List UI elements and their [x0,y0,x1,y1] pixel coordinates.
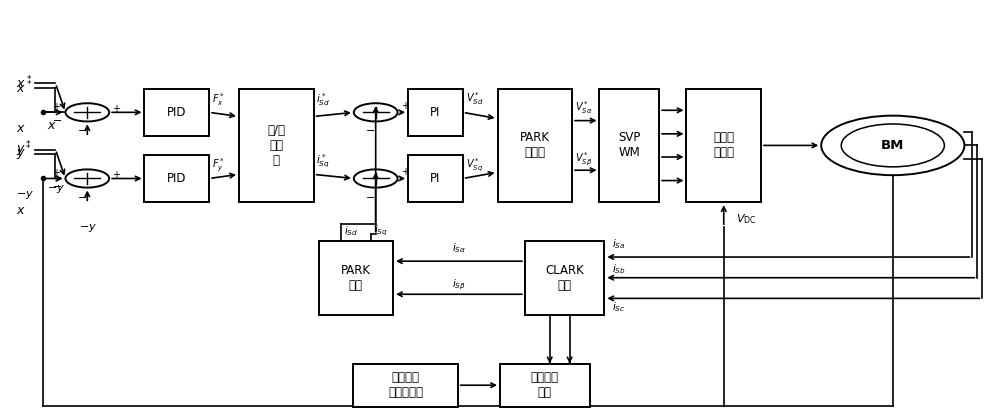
Text: $i_{S\beta}$: $i_{S\beta}$ [452,278,466,292]
Text: −: − [53,182,62,191]
Text: $F_x^*$: $F_x^*$ [212,91,225,108]
Text: $V_{S\alpha}^*$: $V_{S\alpha}^*$ [575,100,592,116]
Text: $i_{Sa}$: $i_{Sa}$ [612,237,626,251]
Text: +: + [112,170,120,180]
Bar [353,364,458,407]
Text: +: + [112,104,120,114]
Text: −: − [78,193,87,202]
Text: 力/电
流转
换: 力/电 流转 换 [267,124,285,167]
Text: $V_{S\beta}^*$: $V_{S\beta}^*$ [575,151,592,168]
Text: $-y$: $-y$ [47,184,65,195]
Text: $F_y^*$: $F_y^*$ [212,157,225,174]
Text: $i_{Sd}$: $i_{Sd}$ [344,225,358,238]
Text: +: + [53,102,61,112]
Text: 图像处理
与识别模块: 图像处理 与识别模块 [388,371,423,399]
Text: PARK
变换: PARK 变换 [341,264,371,292]
Text: $x^*$: $x^*$ [16,75,32,92]
Text: 故障检测
模块: 故障检测 模块 [531,371,559,399]
Bar [599,88,659,202]
Bar [408,155,463,202]
Text: $i_{Sd}^*$: $i_{Sd}^*$ [316,91,330,108]
Text: 电压源
逆变器: 电压源 逆变器 [713,132,734,159]
Circle shape [65,103,109,122]
Circle shape [354,169,398,188]
Text: $x$: $x$ [16,122,26,135]
Circle shape [65,169,109,188]
Bar [319,241,393,315]
Text: $V_{Sd}^*$: $V_{Sd}^*$ [466,91,483,107]
Text: CLARK
变换: CLARK 变换 [545,264,584,292]
Text: −: − [78,127,87,137]
Text: $i_{Sq}^*$: $i_{Sq}^*$ [316,153,329,170]
Text: +: + [401,101,409,111]
Text: $x^*$: $x^*$ [16,79,32,96]
Text: PI: PI [430,106,441,119]
Text: −: − [366,193,375,202]
Text: +: + [401,167,409,177]
Circle shape [841,124,944,167]
Text: $i_{Sb}$: $i_{Sb}$ [612,262,626,276]
Bar [498,88,572,202]
Text: $V_{\rm DC}$: $V_{\rm DC}$ [736,212,756,226]
Bar [144,155,209,202]
Text: $-y$: $-y$ [16,189,34,201]
Bar [239,88,314,202]
Text: BM: BM [881,139,904,152]
Bar [500,364,590,407]
Bar [525,241,604,315]
Text: $i_{S\alpha}$: $i_{S\alpha}$ [452,241,466,255]
Text: $i_{Sq}$: $i_{Sq}$ [374,224,388,238]
Text: PARK
逆变换: PARK 逆变换 [520,132,550,159]
Text: $V_{Sq}^*$: $V_{Sq}^*$ [466,156,483,173]
Bar [408,88,463,136]
Text: $x$: $x$ [16,204,26,217]
Circle shape [821,116,964,175]
Text: $y^*$: $y^*$ [16,140,32,159]
Circle shape [354,103,398,122]
Text: $-y$: $-y$ [79,222,97,234]
Text: PID: PID [167,172,187,185]
Bar [144,88,209,136]
Text: PID: PID [167,106,187,119]
Bar [686,88,761,202]
Text: −: − [366,127,375,137]
Text: $x$: $x$ [47,119,56,132]
Text: SVP
WM: SVP WM [618,132,640,159]
Text: $i_{Sc}$: $i_{Sc}$ [612,300,626,314]
Text: PI: PI [430,172,441,185]
Text: +: + [53,168,61,178]
Text: $y^*$: $y^*$ [16,144,32,163]
Text: −: − [53,116,62,126]
